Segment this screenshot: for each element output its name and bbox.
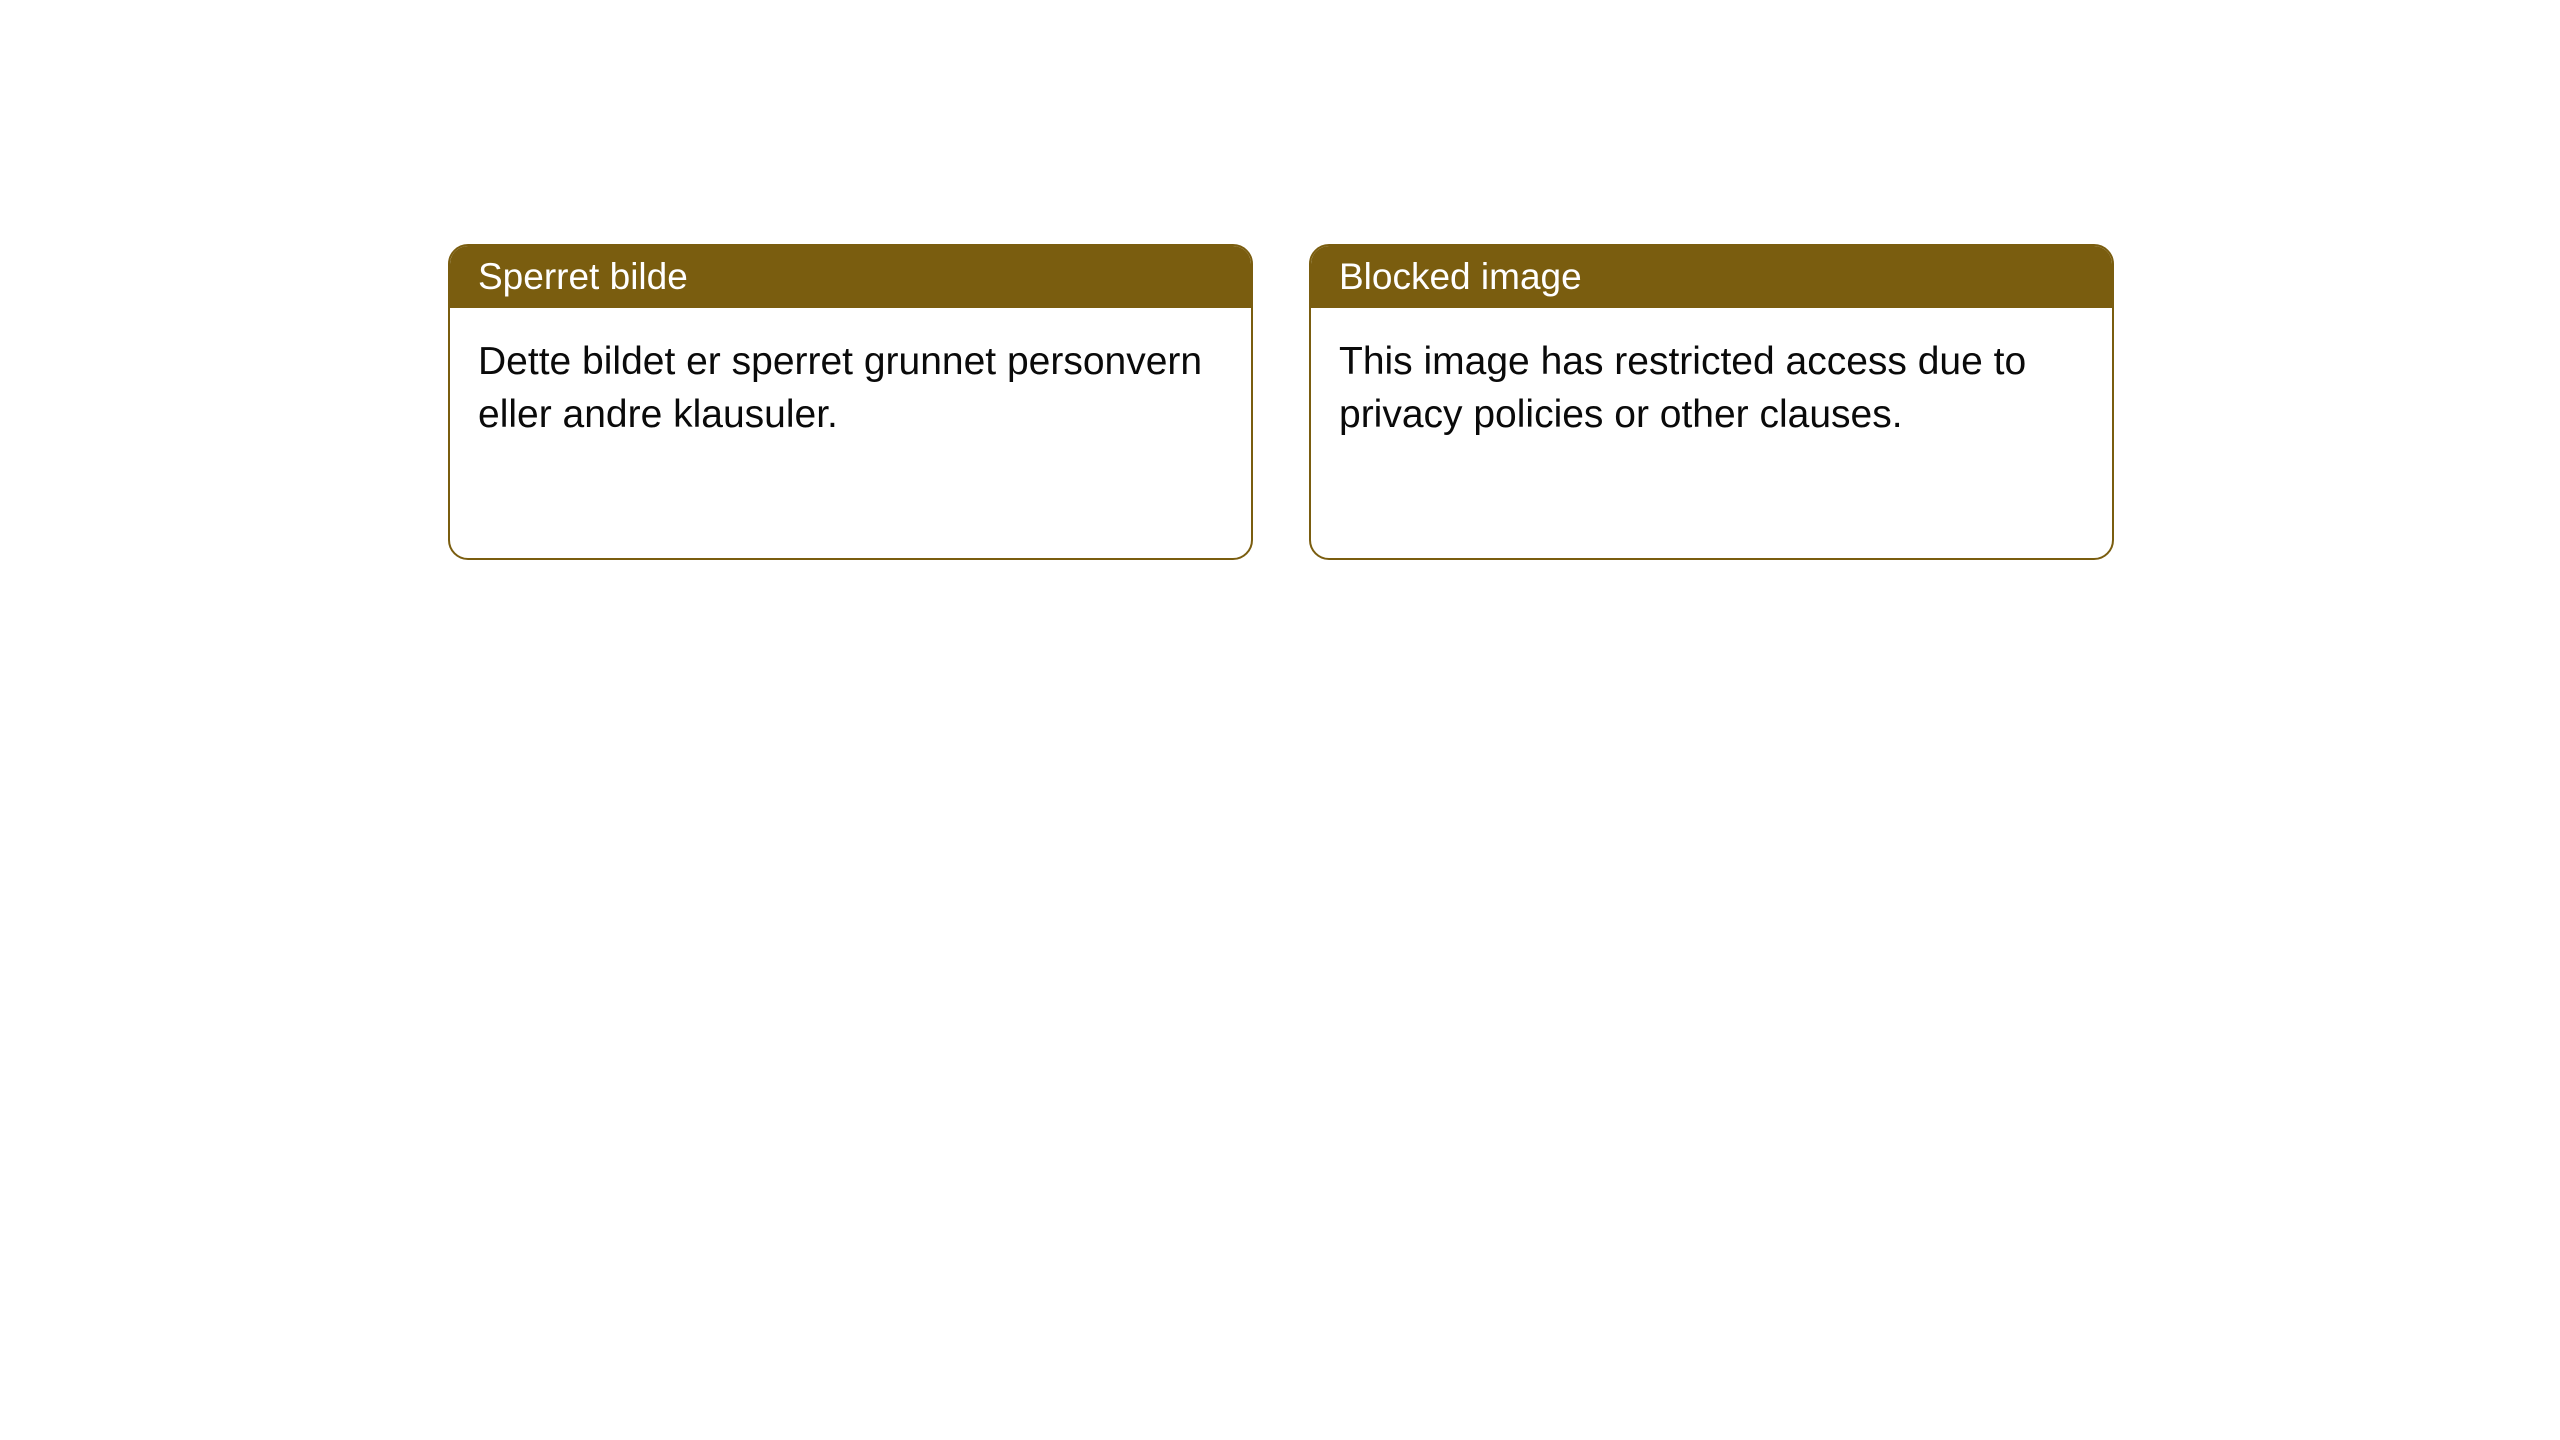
notice-title: Blocked image [1339, 256, 1582, 297]
notice-container: Sperret bilde Dette bildet er sperret gr… [448, 244, 2114, 560]
notice-card-norwegian: Sperret bilde Dette bildet er sperret gr… [448, 244, 1253, 560]
notice-card-english: Blocked image This image has restricted … [1309, 244, 2114, 560]
notice-body: Dette bildet er sperret grunnet personve… [450, 308, 1251, 558]
notice-body: This image has restricted access due to … [1311, 308, 2112, 558]
notice-title: Sperret bilde [478, 256, 688, 297]
notice-body-text: This image has restricted access due to … [1339, 340, 2026, 436]
notice-header: Sperret bilde [450, 246, 1251, 308]
notice-body-text: Dette bildet er sperret grunnet personve… [478, 340, 1202, 436]
notice-header: Blocked image [1311, 246, 2112, 308]
